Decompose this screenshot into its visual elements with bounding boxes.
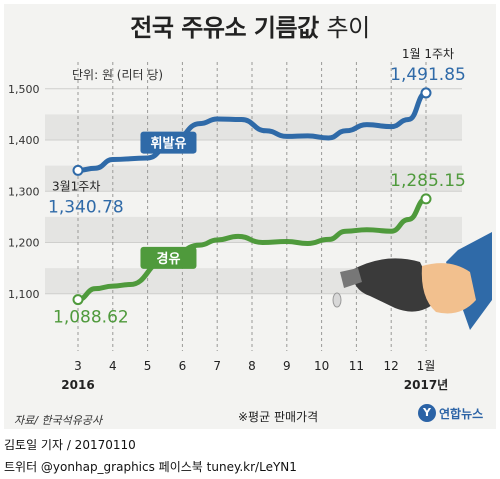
gasoline-start-value: 1,340.78 <box>48 197 124 217</box>
diesel-series-name: 경유 <box>157 251 181 267</box>
diesel-start-point <box>72 294 84 306</box>
hand-icon <box>421 263 476 314</box>
diesel-series-line <box>75 196 429 303</box>
diesel-series-marker <box>140 246 197 269</box>
gasoline-end-label: 1월 1주차 <box>402 47 454 61</box>
x-tick-label: 10 <box>314 359 329 373</box>
x-tick-label: 5 <box>144 359 152 373</box>
title-suffix: 추이 <box>326 14 371 42</box>
x-tick-label: 6 <box>179 359 187 373</box>
diesel-start-value: 1,088.62 <box>53 308 129 328</box>
nozzle-tip-icon <box>340 268 362 288</box>
yonhap-logo-text: 연합뉴스 <box>439 406 484 421</box>
x-tick-label: 3 <box>74 359 82 373</box>
x-tick-label: 4 <box>109 359 117 373</box>
x-tick-label: 11 <box>349 359 364 373</box>
gasoline-start-point <box>72 164 84 176</box>
fuel-drop-icon <box>332 292 342 308</box>
credit-reporter: 김토일 기자 / 20170110 <box>4 438 136 452</box>
y-tick-label: 1,400 <box>8 134 40 147</box>
gasoline-series-marker <box>140 131 197 154</box>
gasoline-start-label: 3월1주차 <box>52 179 100 193</box>
y-tick-label: 1,100 <box>8 288 40 301</box>
source-label: 자료/ 한국석유공사 <box>14 414 103 427</box>
gasoline-end-value: 1,491.85 <box>390 65 466 85</box>
grid-band <box>45 165 462 192</box>
note-label: ※평균 판매가격 <box>238 410 319 424</box>
credit-social: 트위터 @yonhap_graphics 페이스북 tuney.kr/LeYN1 <box>4 460 297 474</box>
nozzle-icon <box>352 258 438 312</box>
x-tick-label: 7 <box>213 359 221 373</box>
y-tick-label: 1,500 <box>8 83 40 96</box>
diesel-end-point <box>420 193 432 205</box>
unit-label: 단위: 원 (리터 당) <box>72 68 164 82</box>
x-tick-label: 12 <box>384 359 399 373</box>
x-tick-label: 8 <box>248 359 256 373</box>
chart-title: 전국 주유소 기름값 추이 <box>0 8 500 43</box>
x-tick-label: 9 <box>283 359 291 373</box>
yonhap-logo-icon: Y <box>418 404 436 422</box>
gasoline-end-point <box>420 87 432 99</box>
x-tick-label: 1월 <box>417 359 436 373</box>
yonhap-logo: Y 연합뉴스 <box>418 404 483 422</box>
y-tick-label: 1,200 <box>8 237 40 250</box>
title-main: 전국 주유소 기름값 <box>130 14 319 42</box>
x-year-start: 2016 <box>61 378 94 392</box>
x-year-end: 2017년 <box>404 378 448 392</box>
gasoline-series-name: 휘발유 <box>151 136 187 152</box>
diesel-end-value: 1,285.15 <box>390 171 466 191</box>
y-tick-label: 1,300 <box>8 185 40 198</box>
gasoline-series-line <box>75 90 429 173</box>
